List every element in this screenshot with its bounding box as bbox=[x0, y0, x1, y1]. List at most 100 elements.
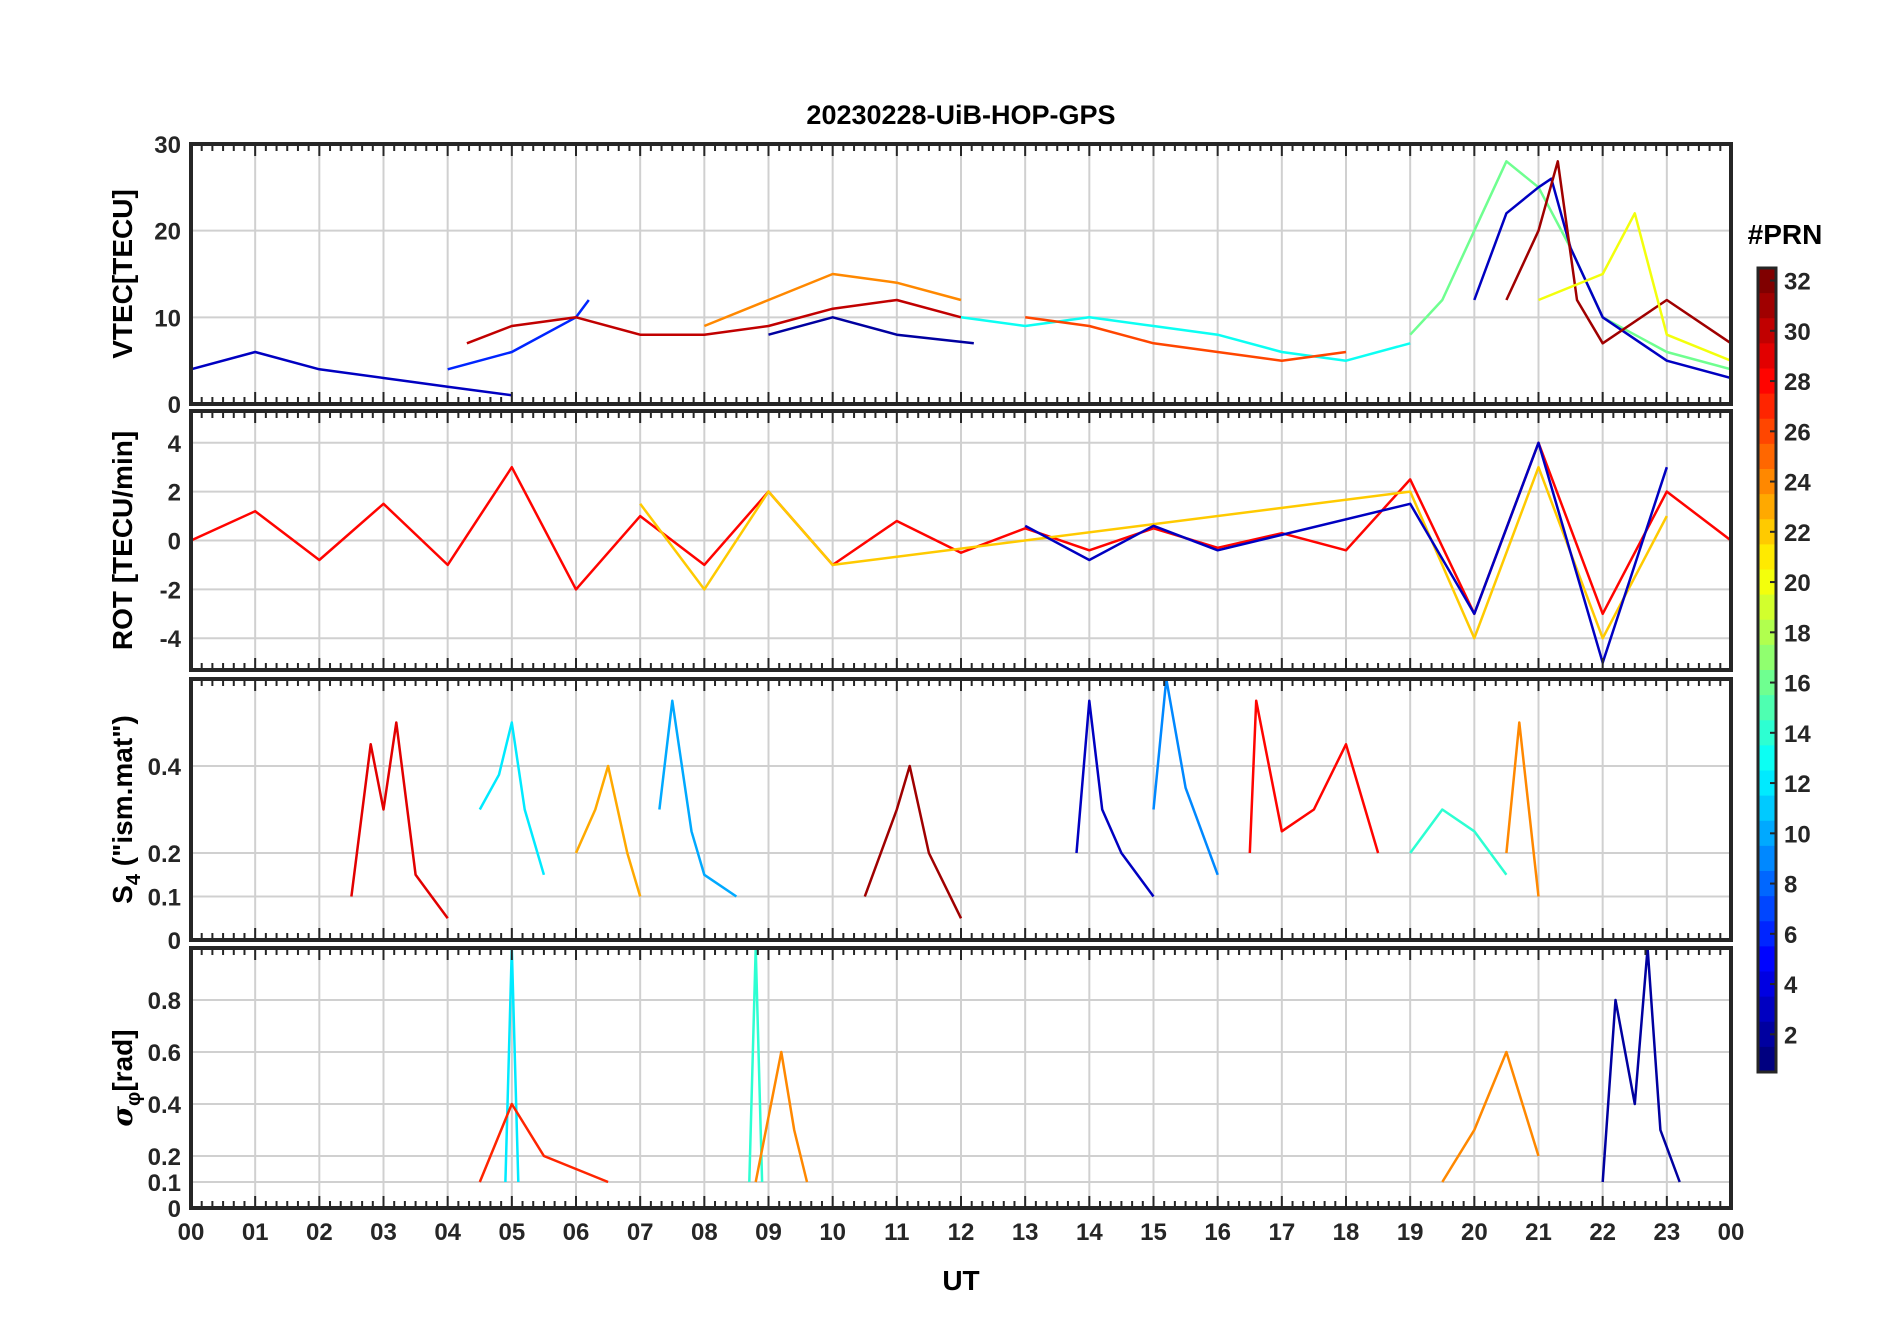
sigmaphi-axes-box bbox=[189, 946, 1733, 1210]
colorbar-swatch bbox=[1758, 393, 1776, 420]
x-tick-label: 00 bbox=[1718, 1219, 1745, 1246]
s4-y-label-sub: 4 bbox=[123, 873, 145, 885]
colorbar-swatch bbox=[1758, 795, 1776, 822]
colorbar-swatch bbox=[1758, 494, 1776, 520]
s4-series-prn-14 bbox=[1409, 808, 1508, 876]
colorbar-tick-label: 2 bbox=[1784, 1022, 1797, 1049]
colorbar-tick-label: 14 bbox=[1784, 721, 1811, 748]
vtec-series-prn-31 bbox=[1505, 160, 1731, 345]
x-tick-label: 06 bbox=[563, 1219, 590, 1246]
rot-y-tick-label: 4 bbox=[168, 431, 182, 458]
s4-y-label-main: S bbox=[107, 885, 138, 904]
x-tick-label: 09 bbox=[755, 1219, 782, 1246]
s4-y-axis-label: S4 ("ism.mat") bbox=[107, 715, 145, 904]
colorbar-swatch bbox=[1758, 268, 1776, 294]
x-tick-label: 23 bbox=[1653, 1219, 1680, 1246]
sigmaphi-y-axis-label: σφ[rad] bbox=[106, 1029, 145, 1126]
sigmaphi-y-tick-label: 0.8 bbox=[148, 988, 181, 1015]
rot-y-axis-label: ROT [TECU/min] bbox=[107, 431, 138, 650]
colorbar-swatch bbox=[1758, 820, 1776, 847]
sigmaphi-series-prn-24 bbox=[1441, 1050, 1540, 1183]
colorbar-swatch bbox=[1758, 544, 1776, 571]
rot-series-prn-3 bbox=[1024, 441, 1668, 664]
sigmaphi-y-label-sub: φ bbox=[123, 1092, 145, 1106]
vtec-series-prn-3 bbox=[1473, 177, 1731, 380]
vtec-series-prn-26 bbox=[1025, 316, 1347, 362]
colorbar-tick-label: 28 bbox=[1784, 369, 1811, 396]
colorbar-swatch bbox=[1758, 921, 1776, 947]
x-tick-label: 13 bbox=[1012, 1219, 1039, 1246]
sigmaphi-series-group bbox=[478, 948, 1681, 1184]
colorbar-swatch bbox=[1758, 996, 1776, 1023]
colorbar-tick-label: 8 bbox=[1784, 872, 1797, 899]
colorbar-swatch bbox=[1758, 695, 1776, 721]
sigmaphi-series-prn-12 bbox=[504, 948, 520, 1183]
rot-panel: -4 -2 0 2 4 ROT [TECU/min] bbox=[107, 409, 1733, 672]
colorbar-tick-label: 16 bbox=[1784, 671, 1811, 698]
colorbar-swatch bbox=[1758, 1046, 1776, 1073]
sigmaphi-y-tick-label: 0.1 bbox=[148, 1170, 181, 1197]
s4-series-group bbox=[350, 679, 1540, 920]
colorbar-swatch bbox=[1758, 594, 1776, 621]
x-tick-label: 05 bbox=[498, 1219, 525, 1246]
colorbar-swatch bbox=[1758, 770, 1776, 797]
vtec-series-prn-6 bbox=[447, 299, 590, 371]
colorbar-swatch bbox=[1758, 670, 1776, 696]
colorbar-tick-label: 6 bbox=[1784, 922, 1797, 949]
sigma-phi-panel: 00.10.20.40.60.8σφ[rad] bbox=[106, 946, 1733, 1223]
colorbar-frame bbox=[1756, 266, 1778, 1074]
colorbar-swatch bbox=[1758, 418, 1776, 445]
s4-series-prn-29 bbox=[350, 721, 449, 920]
rot-y-tick-label: 0 bbox=[168, 529, 181, 556]
colorbar-tick-label: 20 bbox=[1784, 570, 1811, 597]
vtec-y-tick-label: 10 bbox=[154, 305, 181, 332]
x-tick-label: 07 bbox=[627, 1219, 654, 1246]
s4-series-prn-23 bbox=[574, 764, 642, 897]
vtec-series-prn-20 bbox=[1538, 212, 1731, 362]
s4-axes-box bbox=[189, 677, 1733, 942]
s4-series-prn-12 bbox=[478, 721, 546, 876]
colorbar-swatch bbox=[1758, 343, 1776, 370]
x-tick-label: 18 bbox=[1333, 1219, 1360, 1246]
s4-y-label-rest: ("ism.mat") bbox=[107, 715, 138, 874]
x-tick-label: 01 bbox=[242, 1219, 269, 1246]
x-tick-label: 10 bbox=[819, 1219, 846, 1246]
x-tick-label: 21 bbox=[1525, 1219, 1552, 1246]
s4-y-tick-label: 0 bbox=[168, 928, 181, 955]
colorbar-tick-label: 26 bbox=[1784, 419, 1811, 446]
sigmaphi-y-tick-label: 0.6 bbox=[148, 1040, 181, 1067]
colorbar-label: #PRN bbox=[1748, 219, 1823, 250]
s4-series-prn-24 bbox=[1505, 721, 1540, 897]
x-tick-label: 11 bbox=[884, 1219, 909, 1246]
rot-axes-box bbox=[189, 409, 1733, 672]
rot-series-group bbox=[191, 441, 1731, 664]
colorbar-swatch bbox=[1758, 871, 1776, 897]
x-tick-label: 22 bbox=[1589, 1219, 1616, 1246]
s4-y-tick-label: 0.2 bbox=[148, 841, 181, 868]
colorbar-swatch bbox=[1758, 368, 1776, 395]
vtec-y-tick-label: 20 bbox=[154, 219, 181, 246]
colorbar-swatch bbox=[1758, 896, 1776, 922]
colorbar-tick-label: 24 bbox=[1784, 470, 1811, 497]
s4-series-prn-3 bbox=[1075, 699, 1155, 898]
s4-y-tick-label: 0.4 bbox=[148, 754, 182, 781]
colorbar-swatch bbox=[1758, 443, 1776, 470]
colorbar-swatch bbox=[1758, 519, 1776, 545]
rot-y-tick-label: -2 bbox=[160, 577, 181, 604]
colorbar-tick-label: 18 bbox=[1784, 620, 1811, 647]
rot-y-tick-label: -4 bbox=[160, 626, 182, 653]
x-tick-label: 04 bbox=[434, 1219, 461, 1246]
colorbar-swatch bbox=[1758, 745, 1776, 772]
vtec-panel: 0 10 20 30 VTEC[TECU] bbox=[107, 132, 1733, 419]
rot-series-prn-22 bbox=[639, 465, 1668, 640]
chart-title: 20230228-UiB-HOP-GPS bbox=[806, 100, 1115, 130]
x-tick-label: 19 bbox=[1397, 1219, 1424, 1246]
x-tick-label: 15 bbox=[1140, 1219, 1167, 1246]
sigmaphi-y-tick-label: 0.4 bbox=[148, 1092, 182, 1119]
sigmaphi-series-prn-14 bbox=[748, 948, 764, 1183]
vtec-y-tick-label: 30 bbox=[154, 132, 181, 159]
x-tick-label: 03 bbox=[370, 1219, 397, 1246]
x-tick-label: 16 bbox=[1204, 1219, 1231, 1246]
colorbar-swatch bbox=[1758, 845, 1776, 872]
